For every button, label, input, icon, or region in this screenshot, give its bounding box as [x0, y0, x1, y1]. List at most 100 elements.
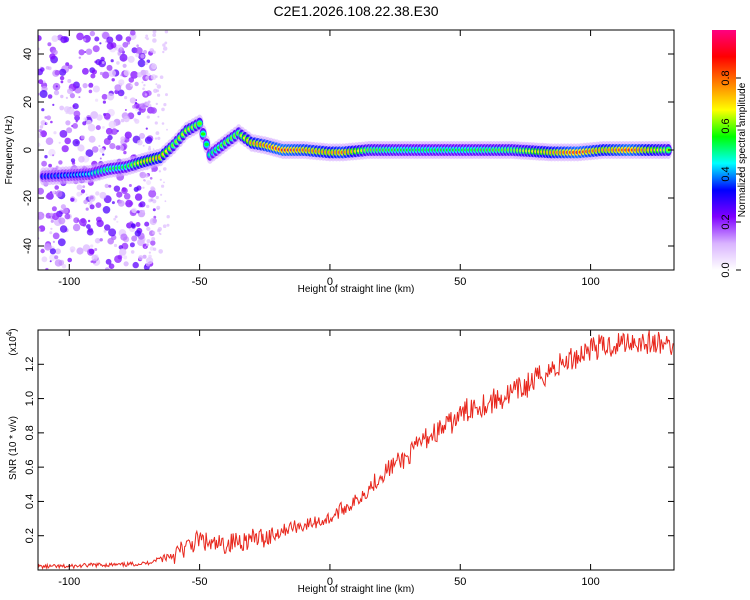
noise-speckle: [124, 131, 132, 139]
noise-speckle: [73, 217, 80, 224]
noise-speckle: [108, 120, 117, 129]
noise-speckle: [75, 120, 78, 123]
noise-speckle: [54, 70, 60, 76]
noise-speckle: [86, 119, 92, 126]
noise-speckle: [101, 93, 108, 100]
noise-speckle: [115, 34, 123, 42]
noise-speckle: [102, 153, 105, 156]
noise-speckle: [90, 73, 96, 79]
noise-speckle: [116, 61, 120, 65]
noise-speckle: [52, 154, 55, 157]
noise-speckle: [106, 64, 113, 71]
noise-speckle: [60, 94, 64, 99]
noise-speckle: [119, 248, 127, 256]
noise-speckle: [59, 130, 68, 138]
snr-x-tick-label: 50: [454, 576, 466, 588]
noise-speckle: [82, 67, 89, 75]
noise-speckle: [151, 64, 155, 69]
noise-speckle: [163, 46, 168, 51]
noise-speckle: [146, 239, 151, 244]
noise-speckle: [45, 267, 49, 270]
snr-frame: [37, 329, 675, 571]
noise-speckle: [38, 129, 43, 133]
noise-speckle: [82, 83, 88, 89]
ridge-core: [204, 142, 209, 146]
noise-speckle: [92, 45, 100, 53]
noise-speckle: [144, 93, 148, 96]
spectrogram-x-tick-label: 0: [327, 276, 333, 288]
noise-speckle: [157, 115, 160, 118]
noise-speckle: [87, 123, 96, 132]
noise-speckle: [135, 47, 143, 55]
snr-y-tick-label: 0.8: [24, 425, 36, 440]
noise-speckle: [139, 171, 147, 179]
noise-speckle: [138, 255, 144, 261]
noise-speckle: [95, 59, 102, 66]
noise-speckle: [117, 200, 125, 207]
noise-speckle: [88, 82, 94, 88]
noise-speckle: [152, 38, 157, 43]
noise-speckle: [146, 257, 154, 265]
noise-speckle: [164, 30, 169, 34]
noise-speckle: [166, 215, 170, 219]
noise-speckle: [140, 54, 145, 59]
noise-speckle: [102, 206, 111, 214]
noise-speckle: [133, 118, 137, 122]
noise-speckle: [71, 124, 74, 128]
noise-speckle: [60, 204, 66, 210]
noise-speckle: [38, 35, 42, 42]
noise-speckle: [44, 155, 48, 159]
noise-speckle: [68, 64, 73, 70]
noise-speckle: [64, 213, 71, 220]
noise-speckle: [88, 248, 95, 255]
noise-speckle: [59, 75, 65, 81]
noise-speckle: [128, 184, 132, 187]
noise-speckle: [90, 111, 99, 119]
noise-speckle: [155, 131, 160, 136]
noise-speckle: [130, 84, 133, 87]
noise-speckle: [136, 185, 142, 191]
spectrogram-y-tick-label: -40: [22, 238, 34, 254]
noise-speckle: [144, 101, 149, 106]
noise-speckle: [116, 220, 119, 223]
snr-y-label: SNR (10 * v/v): [8, 416, 19, 480]
noise-speckle: [52, 232, 60, 240]
noise-speckle: [131, 235, 138, 242]
noise-speckle: [109, 143, 116, 150]
noise-speckle: [121, 242, 129, 250]
noise-speckle: [146, 115, 150, 119]
colorbar: 0.0 0.2 0.4 0.6 0.8 Normalized spectral ampl…: [712, 30, 748, 278]
noise-speckle: [39, 90, 48, 98]
noise-speckle: [144, 221, 150, 227]
noise-speckle: [59, 225, 68, 233]
noise-speckle: [91, 146, 99, 153]
spectrogram-x-tick-label: 50: [454, 276, 466, 288]
noise-speckle: [124, 96, 128, 100]
noise-speckle: [142, 87, 145, 91]
noise-speckle: [38, 187, 44, 195]
snr-y-tick-label: 0.2: [24, 528, 36, 543]
noise-speckle: [146, 180, 152, 186]
noise-speckle: [80, 135, 85, 140]
noise-speckle: [54, 185, 59, 190]
noise-speckle: [99, 71, 104, 76]
noise-speckle: [123, 115, 130, 123]
noise-speckle: [153, 215, 157, 219]
noise-speckle: [158, 170, 162, 173]
noise-speckle: [118, 79, 125, 86]
noise-speckle: [48, 163, 52, 168]
noise-speckle: [147, 100, 151, 104]
noise-speckle: [155, 83, 158, 86]
noise-speckle: [91, 69, 97, 75]
noise-speckle: [70, 197, 75, 202]
noise-speckle: [139, 133, 145, 139]
noise-speckle: [130, 71, 139, 79]
noise-speckle: [51, 35, 59, 42]
noise-speckle: [120, 74, 123, 77]
noise-speckle: [152, 247, 157, 251]
noise-speckle: [121, 187, 128, 194]
noise-speckle: [151, 220, 154, 223]
noise-speckle: [135, 108, 139, 112]
noise-speckle: [89, 30, 96, 37]
noise-speckle: [59, 105, 65, 111]
